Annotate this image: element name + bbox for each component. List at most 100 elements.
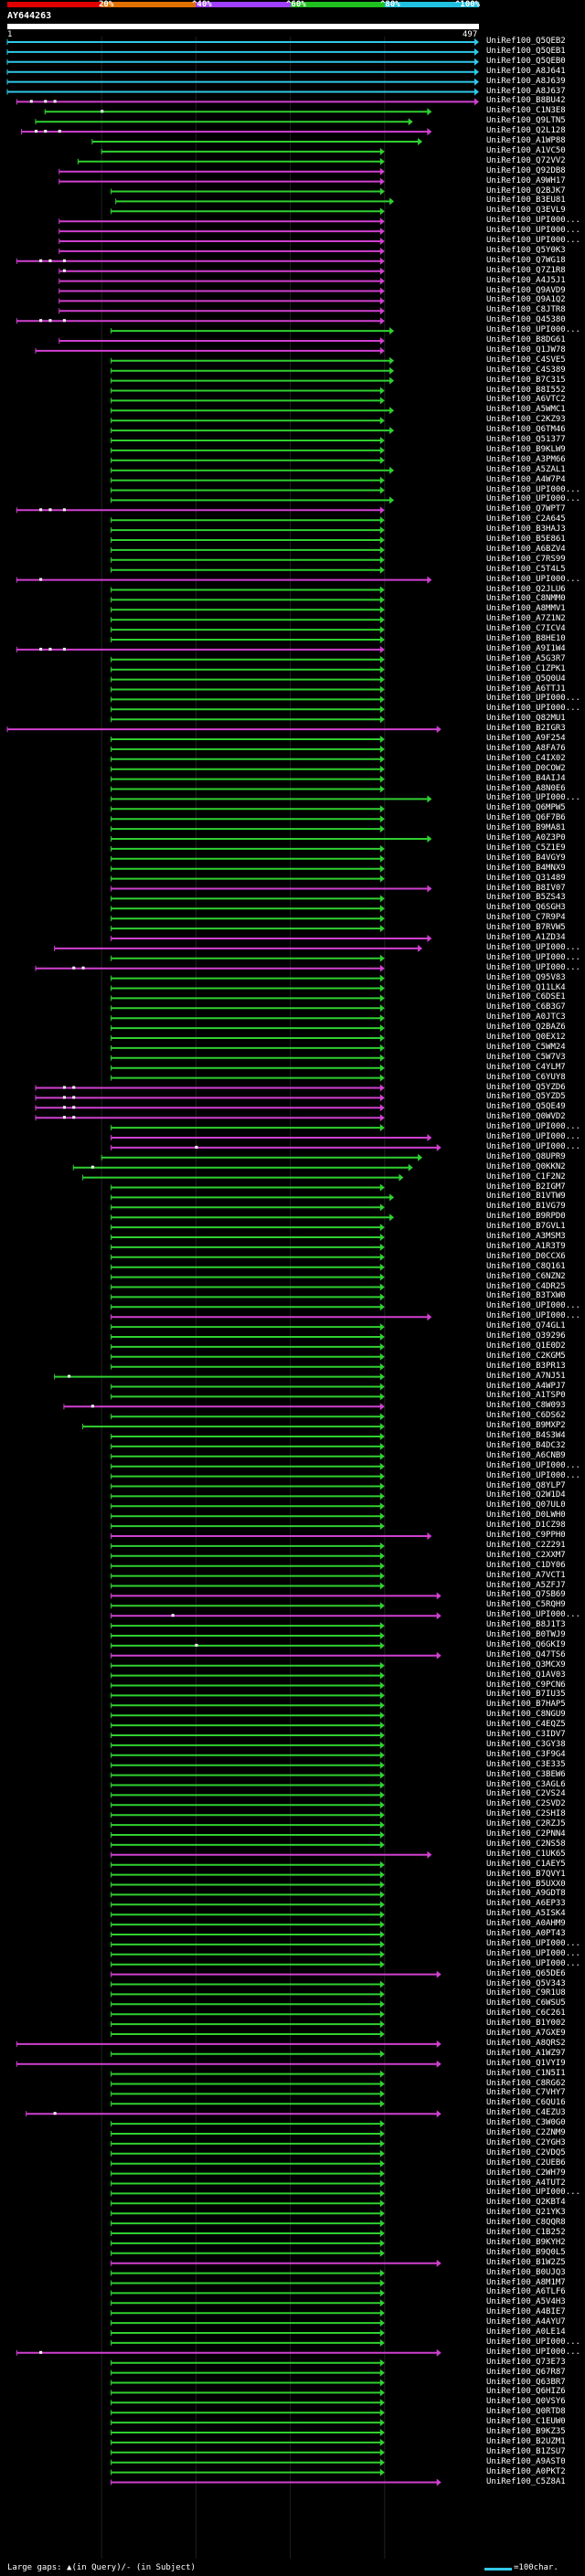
hit-label[interactable]: UniRef100_A5ZFJ7 xyxy=(486,1580,566,1590)
hit-label[interactable]: UniRef100_C6DS62 xyxy=(486,1411,566,1421)
hit-label[interactable]: UniRef100_C3F9G4 xyxy=(486,1749,566,1759)
hit-label[interactable]: UniRef100_Q8YLP7 xyxy=(486,1480,566,1490)
hit-label[interactable]: UniRef100_Q5YZD5 xyxy=(486,1092,566,1102)
hit-label[interactable]: UniRef100_B1W2Z5 xyxy=(486,2257,566,2267)
hit-label[interactable]: UniRef100_A1WZ97 xyxy=(486,2048,566,2058)
hit-label[interactable]: UniRef100_UPI000... xyxy=(486,2337,580,2347)
hit-label[interactable]: UniRef100_B0UJQ3 xyxy=(486,2267,566,2277)
hit-label[interactable]: UniRef100_B7QVY1 xyxy=(486,1869,566,1879)
hit-label[interactable]: UniRef100_A9GDT8 xyxy=(486,1889,566,1899)
hit-label[interactable]: UniRef100_C1ZPK1 xyxy=(486,663,566,673)
hit-label[interactable]: UniRef100_B8HE10 xyxy=(486,634,566,643)
hit-label[interactable]: UniRef100_Q1E0D2 xyxy=(486,1341,566,1351)
hit-label[interactable]: UniRef100_A8J641 xyxy=(486,66,566,76)
hit-label[interactable]: UniRef100_B3EU81 xyxy=(486,196,566,206)
hit-label[interactable]: UniRef100_A6CNB9 xyxy=(486,1450,566,1460)
hit-label[interactable]: UniRef100_A7NJ51 xyxy=(486,1371,566,1381)
hit-label[interactable]: UniRef100_A6VTC2 xyxy=(486,395,566,405)
hit-label[interactable]: UniRef100_UPI000... xyxy=(486,793,580,803)
hit-label[interactable]: UniRef100_B7HAP5 xyxy=(486,1700,566,1710)
hit-label[interactable]: UniRef100_A4TUT2 xyxy=(486,2178,566,2188)
hit-label[interactable]: UniRef100_C6QU16 xyxy=(486,2098,566,2108)
hit-label[interactable]: UniRef100_B3TXW0 xyxy=(486,1291,566,1301)
hit-label[interactable]: UniRef100_Q31489 xyxy=(486,873,566,883)
hit-label[interactable]: UniRef100_Q9A1Q2 xyxy=(486,295,566,305)
hit-label[interactable]: UniRef100_Q72VV2 xyxy=(486,155,566,165)
hit-label[interactable]: UniRef100_Q5Q0U4 xyxy=(486,673,566,684)
hit-label[interactable]: UniRef100_Q2KBT4 xyxy=(486,2198,566,2208)
hit-label[interactable]: UniRef100_UPI000... xyxy=(486,325,580,335)
hit-label[interactable]: UniRef100_A1TSP0 xyxy=(486,1391,566,1401)
hit-label[interactable]: UniRef100_A6EP33 xyxy=(486,1899,566,1909)
hit-label[interactable]: UniRef100_A0AHM9 xyxy=(486,1919,566,1929)
hit-label[interactable]: UniRef100_A0PT43 xyxy=(486,1929,566,1938)
hit-label[interactable]: UniRef100_D0CCX6 xyxy=(486,1251,566,1261)
hit-label[interactable]: UniRef100_Q2BJK7 xyxy=(486,186,566,196)
hit-label[interactable]: UniRef100_UPI000... xyxy=(486,1132,580,1141)
hit-label[interactable]: UniRef100_Q0EX12 xyxy=(486,1033,566,1042)
hit-label[interactable]: UniRef100_C4YLM7 xyxy=(486,1062,566,1072)
hit-label[interactable]: UniRef100_UPI000... xyxy=(486,1938,580,1948)
hit-label[interactable]: UniRef100_Q07UL0 xyxy=(486,1500,566,1511)
hit-label[interactable]: UniRef100_A9I1W4 xyxy=(486,643,566,653)
hit-label[interactable]: UniRef100_C3E335 xyxy=(486,1759,566,1769)
hit-label[interactable]: UniRef100_C2RZJ5 xyxy=(486,1819,566,1829)
hit-label[interactable]: UniRef100_Q1JW78 xyxy=(486,345,566,355)
hit-label[interactable]: UniRef100_Q2W1D4 xyxy=(486,1490,566,1500)
hit-label[interactable]: UniRef100_A9WH17 xyxy=(486,175,566,186)
hit-label[interactable]: UniRef100_UPI000... xyxy=(486,694,580,704)
hit-label[interactable]: UniRef100_C5W7V3 xyxy=(486,1052,566,1062)
hit-label[interactable]: UniRef100_B8I552 xyxy=(486,385,566,395)
hit-label[interactable]: UniRef100_Q5QEB1 xyxy=(486,46,566,56)
hit-label[interactable]: UniRef100_C2UEB6 xyxy=(486,2157,566,2168)
hit-label[interactable]: UniRef100_B9KLW9 xyxy=(486,444,566,454)
hit-label[interactable]: UniRef100_C5Z1E9 xyxy=(486,843,566,853)
hit-label[interactable]: UniRef100_B1VG79 xyxy=(486,1202,566,1212)
hit-label[interactable]: UniRef100_B2IGR3 xyxy=(486,724,566,734)
hit-label[interactable]: UniRef100_B9MXP2 xyxy=(486,1421,566,1431)
hit-label[interactable]: UniRef100_B8J1T3 xyxy=(486,1620,566,1630)
hit-label[interactable]: UniRef100_A0PKT2 xyxy=(486,2466,566,2476)
hit-label[interactable]: UniRef100_C7RS99 xyxy=(486,554,566,564)
hit-label[interactable]: UniRef100_Q7WG18 xyxy=(486,255,566,265)
hit-label[interactable]: UniRef100_A8MMV1 xyxy=(486,604,566,614)
hit-label[interactable]: UniRef100_A8FA76 xyxy=(486,743,566,753)
hit-label[interactable]: UniRef100_B1ZSU7 xyxy=(486,2446,566,2456)
hit-label[interactable]: UniRef100_Q92DB8 xyxy=(486,165,566,175)
hit-label[interactable]: UniRef100_A4J5J1 xyxy=(486,275,566,285)
hit-label[interactable]: UniRef100_Q51377 xyxy=(486,435,566,444)
hit-label[interactable]: UniRef100_Q9AVD9 xyxy=(486,285,566,295)
hit-label[interactable]: UniRef100_C8Q161 xyxy=(486,1261,566,1271)
hit-label[interactable]: UniRef100_Q2L128 xyxy=(486,126,566,136)
hit-label[interactable]: UniRef100_Q95V83 xyxy=(486,972,566,982)
hit-label[interactable]: UniRef100_Q63BR7 xyxy=(486,2377,566,2387)
hit-label[interactable]: UniRef100_A6TLF6 xyxy=(486,2287,566,2297)
hit-label[interactable]: UniRef100_C7VHY7 xyxy=(486,2088,566,2098)
hit-label[interactable]: UniRef100_Q1VYI9 xyxy=(486,2058,566,2068)
hit-label[interactable]: UniRef100_UPI000... xyxy=(486,1610,580,1620)
hit-label[interactable]: UniRef100_D1CZ98 xyxy=(486,1521,566,1531)
hit-label[interactable]: UniRef100_C3IDV7 xyxy=(486,1730,566,1739)
hit-label[interactable]: UniRef100_B1VTW9 xyxy=(486,1192,566,1202)
hit-label[interactable]: UniRef100_Q5QEB2 xyxy=(486,37,566,46)
hit-label[interactable]: UniRef100_C3GY38 xyxy=(486,1739,566,1749)
hit-label[interactable]: UniRef100_A0LE14 xyxy=(486,2327,566,2337)
hit-label[interactable]: UniRef100_UPI000... xyxy=(486,1141,580,1151)
hit-label[interactable]: UniRef100_Q39296 xyxy=(486,1331,566,1341)
hit-label[interactable]: UniRef100_Q5V343 xyxy=(486,1978,566,1988)
hit-label[interactable]: UniRef100_C3W0G0 xyxy=(486,2118,566,2128)
hit-label[interactable]: UniRef100_A5WMC1 xyxy=(486,405,566,415)
hit-label[interactable]: UniRef100_UPI000... xyxy=(486,1948,580,1958)
hit-label[interactable]: UniRef100_UPI000... xyxy=(486,494,580,504)
hit-label[interactable]: UniRef100_C5Z8A1 xyxy=(486,2476,566,2486)
hit-label[interactable]: UniRef100_C4S389 xyxy=(486,365,566,375)
hit-label[interactable]: UniRef100_A7Z1N2 xyxy=(486,614,566,624)
hit-label[interactable]: UniRef100_UPI000... xyxy=(486,216,580,226)
hit-label[interactable]: UniRef100_Q1AV03 xyxy=(486,1670,566,1680)
hit-label[interactable]: UniRef100_A9F254 xyxy=(486,734,566,743)
hit-label[interactable]: UniRef100_A6TTJ1 xyxy=(486,684,566,694)
hit-label[interactable]: UniRef100_C6DSE1 xyxy=(486,992,566,1002)
hit-label[interactable]: UniRef100_A3PM66 xyxy=(486,454,566,464)
hit-label[interactable]: UniRef100_C8QQR8 xyxy=(486,2218,566,2228)
hit-label[interactable]: UniRef100_A8M1M7 xyxy=(486,2277,566,2287)
